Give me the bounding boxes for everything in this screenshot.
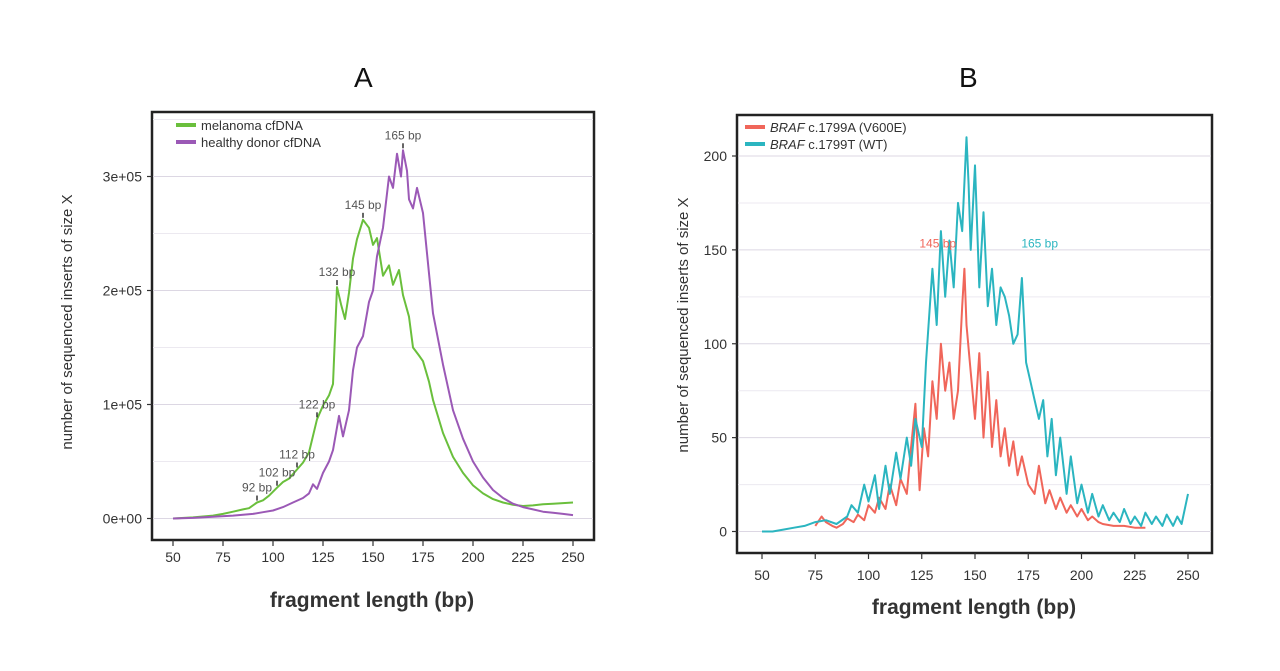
series-line-1 [172,218,574,520]
x-tick-label: 175 [411,549,435,565]
y-tick-label: 100 [704,336,728,352]
peak-label: 132 bp [319,265,356,279]
series-line-2 [762,136,1189,533]
y-tick-label: 0e+00 [103,511,143,527]
x-tick-label: 175 [1017,567,1041,583]
peak-label: 165 bp [1021,237,1058,251]
peak-label: 92 bp [242,481,272,495]
plot-frame [150,110,596,542]
x-tick-label: 75 [215,549,231,565]
x-tick-label: 50 [754,567,770,583]
x-tick-label: 125 [910,567,934,583]
panel-letter-b: B [959,62,978,93]
peak-label: 145 bp [345,198,382,212]
x-tick-label: 225 [1123,567,1147,583]
x-tick-label: 50 [165,549,181,565]
y-tick-label: 2e+05 [103,283,143,299]
x-tick-label: 75 [807,567,823,583]
peak-label: 102 bp [259,466,296,480]
x-tick-label: 250 [1176,567,1200,583]
x-tick-label: 150 [963,567,987,583]
series-line-1 [814,267,1146,529]
y-tick-label: 200 [704,148,728,164]
peak-label: 112 bp [279,447,315,461]
panel-letter-a: A [354,62,373,93]
series-line-2 [172,149,574,520]
x-tick-label: 100 [261,549,285,565]
y-tick-label: 3e+05 [103,169,143,185]
x-tick-label: 200 [461,549,485,565]
legend-entry: healthy donor cfDNA [201,135,321,150]
chart-panel-b: 0 50 100 150 200 50 75 100 125 150 175 200 225 250 fra… [675,113,1214,619]
y-tick-label: 0 [719,524,727,540]
legend-entry: melanoma cfDNA [201,118,303,133]
chart-panel-a: 0e+00 1e+05 2e+05 3e+05 50 75 100 125 150 175 200 2… [59,110,596,612]
x-tick-label: 200 [1070,567,1094,583]
x-tick-label: 150 [361,549,385,565]
x-tick-label: 125 [311,549,335,565]
x-axis-title: fragment length (bp) [270,589,474,612]
x-tick-label: 250 [561,549,585,565]
legend-entry: BRAF c.1799A (V600E) [770,120,907,135]
x-tick-label: 225 [511,549,535,565]
peak-label: 122 bp [299,397,336,411]
y-axis-title: number of sequenced inserts of size X [675,197,692,452]
y-tick-label: 150 [704,242,728,258]
peak-label: 145 bp [919,237,956,251]
y-tick-label: 50 [711,430,727,446]
x-axis-title: fragment length (bp) [872,596,1076,619]
x-tick-label: 100 [857,567,881,583]
y-axis-title: number of sequenced inserts of size X [59,194,76,449]
peak-label: 165 bp [385,128,422,142]
legend-entry: BRAF c.1799T (WT) [770,137,888,152]
y-tick-label: 1e+05 [103,397,143,413]
